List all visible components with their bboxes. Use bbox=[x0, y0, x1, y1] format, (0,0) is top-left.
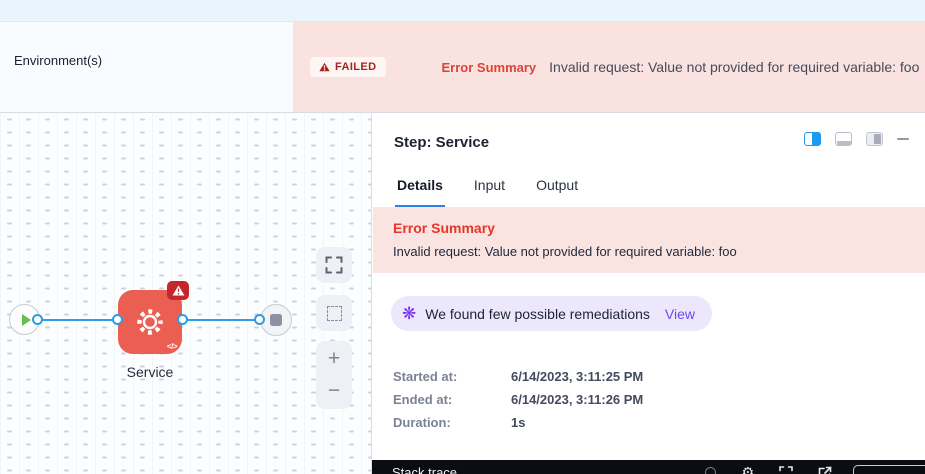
error-summary-title: Error Summary bbox=[393, 220, 495, 236]
browser-top-strip bbox=[0, 0, 925, 22]
layout-split-fill bbox=[812, 133, 820, 145]
stack-trace-footer-bar: Stack trace ⚙ bbox=[372, 460, 925, 474]
tab-details[interactable]: Details bbox=[395, 171, 445, 208]
meta-value: 6/14/2023, 3:11:26 PM bbox=[511, 391, 644, 407]
fit-to-screen-button[interactable] bbox=[316, 247, 352, 283]
layout-right-fill bbox=[874, 134, 881, 144]
layout-dock-right-icon[interactable] bbox=[866, 132, 883, 146]
panel-error-summary: Error Summary Invalid request: Value not… bbox=[373, 207, 925, 273]
panel-title: Step: Service bbox=[394, 134, 490, 151]
meta-value: 1s bbox=[511, 414, 526, 430]
stack-trace-footer-inner: Stack trace ⚙ bbox=[372, 460, 925, 474]
banner-error-message: Invalid request: Value not provided for … bbox=[549, 59, 920, 75]
meta-label: Duration: bbox=[393, 414, 451, 430]
layout-dock-bottom-icon[interactable] bbox=[835, 132, 852, 146]
zoom-out-button[interactable]: − bbox=[327, 379, 341, 402]
step-details-panel: Step: Service Details Input Output Error… bbox=[373, 113, 925, 460]
meta-label: Started at: bbox=[393, 368, 458, 384]
settings-gear-icon[interactable]: ⚙ bbox=[741, 464, 754, 474]
tab-output[interactable]: Output bbox=[536, 177, 579, 193]
stack-trace-label: Stack trace bbox=[392, 465, 458, 474]
end-node[interactable] bbox=[260, 304, 292, 336]
start-node-output-port[interactable] bbox=[32, 314, 43, 325]
remediation-pill: ❋ We found few possible remediations Vie… bbox=[391, 296, 712, 331]
warning-triangle-icon bbox=[172, 285, 184, 296]
service-node[interactable]: </> bbox=[118, 281, 189, 354]
end-node-input-port[interactable] bbox=[254, 314, 265, 325]
play-icon bbox=[21, 313, 31, 326]
environments-label: Environment(s) bbox=[14, 53, 103, 68]
panel-tabs: Details Input Output bbox=[395, 171, 580, 208]
banner-error-summary-label: Error Summary bbox=[441, 59, 537, 75]
tab-input[interactable]: Input bbox=[473, 177, 506, 193]
meta-value: 6/14/2023, 3:11:25 PM bbox=[511, 368, 644, 384]
marquee-select-icon bbox=[326, 305, 342, 321]
workflow-canvas[interactable]: </> Service + − bbox=[0, 113, 372, 474]
open-in-new-icon[interactable] bbox=[818, 466, 832, 474]
meta-label: Ended at: bbox=[393, 391, 453, 407]
gear-icon bbox=[137, 309, 163, 335]
remediation-text: We found few possible remediations bbox=[425, 305, 650, 322]
code-icon: </> bbox=[166, 342, 178, 351]
layout-split-right-icon[interactable] bbox=[804, 132, 821, 146]
meta-row-ended: Ended at: 6/14/2023, 3:11:26 PM bbox=[393, 391, 644, 407]
remediation-view-link[interactable]: View bbox=[664, 305, 695, 322]
meta-row-duration: Duration: 1s bbox=[393, 414, 643, 430]
help-icon[interactable] bbox=[705, 467, 717, 474]
run-error-banner: FAILED Error Summary Invalid request: Va… bbox=[293, 22, 925, 112]
marquee-select-button[interactable] bbox=[316, 295, 352, 331]
layout-bottom-fill bbox=[836, 140, 851, 145]
run-metadata: Started at: 6/14/2023, 3:11:25 PM Ended … bbox=[393, 368, 644, 430]
edge-service-to-end bbox=[182, 319, 260, 321]
environments-zone: Environment(s) bbox=[0, 22, 293, 112]
service-node-output-port[interactable] bbox=[177, 314, 188, 325]
edge-start-to-service bbox=[37, 319, 118, 321]
service-node-label: Service bbox=[126, 364, 174, 380]
zoom-controls: + − bbox=[316, 341, 352, 409]
fullscreen-icon[interactable] bbox=[779, 466, 793, 474]
panel-layout-controls bbox=[804, 132, 909, 146]
stop-icon bbox=[270, 314, 282, 326]
footer-dropdown[interactable] bbox=[853, 465, 925, 474]
ai-sparkle-icon: ❋ bbox=[402, 304, 417, 323]
failed-badge-label: FAILED bbox=[335, 61, 377, 73]
zoom-in-button[interactable]: + bbox=[327, 347, 341, 370]
failed-status-badge: FAILED bbox=[310, 57, 386, 77]
meta-row-started: Started at: 6/14/2023, 3:11:25 PM bbox=[393, 368, 644, 384]
node-error-badge bbox=[167, 281, 189, 300]
error-summary-message: Invalid request: Value not provided for … bbox=[393, 244, 737, 259]
service-node-input-port[interactable] bbox=[112, 314, 123, 325]
footer-toolbar: ⚙ bbox=[705, 465, 925, 474]
minimize-panel-icon[interactable] bbox=[897, 138, 909, 140]
fit-to-screen-icon bbox=[325, 256, 343, 274]
header-row: Environment(s) FAILED Error Summary Inva… bbox=[0, 22, 925, 113]
warning-triangle-icon bbox=[319, 62, 330, 72]
